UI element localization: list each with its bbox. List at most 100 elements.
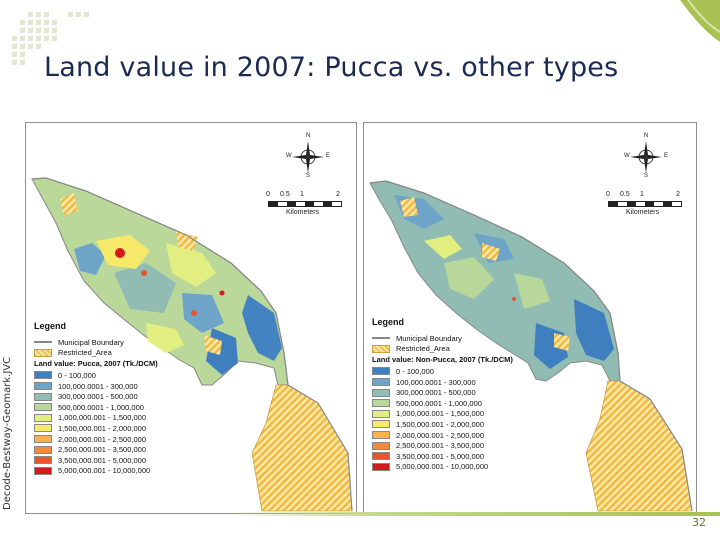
compass-w: W [286, 153, 292, 159]
legend-swatch [372, 409, 390, 418]
restricted-swatch [372, 344, 390, 353]
compass-n: N [644, 133, 649, 139]
legend-classes: 0 - 100,000 100,000.0001 - 300,000 300,000… [34, 370, 158, 476]
legend-class-row: 0 - 100,000 [372, 366, 513, 377]
legend-class-row: 300,000.0001 - 500,000 [34, 391, 158, 402]
legend-class-row: 500,000.0001 - 1,000,000 [34, 402, 158, 413]
legend-swatch [34, 403, 52, 412]
legend-class-label: 2,000,000.001 - 2,500,000 [58, 434, 146, 444]
legend-class-row: 3,500,000.001 - 5,000,000 [34, 455, 158, 466]
legend-swatch [34, 392, 52, 401]
restricted-area [60, 193, 78, 215]
legend-class-label: 300,000.0001 - 500,000 [58, 392, 138, 402]
legend-class-label: 2,500,000.001 - 3,500,000 [58, 445, 146, 455]
low-value-zone [242, 295, 282, 361]
slide-title: Land value in 2007: Pucca vs. other type… [44, 52, 619, 83]
compass-e: E [664, 153, 669, 159]
legend-classes: 0 - 100,000 100,000.0001 - 300,000 300,000… [372, 366, 513, 472]
scale-bar-graphic [608, 201, 682, 207]
legend-class-label: 500,000.0001 - 1,000,000 [396, 398, 482, 408]
mid-value-zone [182, 293, 224, 333]
legend-swatch [372, 441, 390, 450]
map-panel-non-pucca: N S W E 0 0.5 1 2 Kilometers Legend Muni… [363, 122, 697, 514]
restricted-area [554, 333, 570, 351]
mid-value-zone [114, 263, 176, 313]
compass-rose-icon [630, 141, 662, 173]
restricted-swatch [34, 348, 52, 357]
scale-tick: 0 [266, 191, 270, 198]
legend-class-label: 100,000.0001 - 300,000 [58, 381, 138, 391]
hotspot [191, 310, 197, 316]
scale-bar-graphic [268, 201, 342, 207]
compass-rose-icon [292, 141, 324, 173]
legend-class-label: 1,500,000.001 - 2,000,000 [396, 419, 484, 429]
legend-class-row: 3,500,000.001 - 5,000,000 [372, 451, 513, 462]
legend-class-label: 2,500,000.001 - 3,500,000 [396, 441, 484, 451]
legend-swatch [372, 378, 390, 387]
legend-class-row: 5,000,000.001 - 10,000,000 [372, 462, 513, 473]
legend-class-row: 500,000.0001 - 1,000,000 [372, 398, 513, 409]
legend-class-label: 2,000,000.001 - 2,500,000 [396, 430, 484, 440]
low-value-zone [574, 299, 614, 361]
legend-class-row: 2,500,000.001 - 3,500,000 [372, 440, 513, 451]
legend-class-label: 3,500,000.001 - 5,000,000 [396, 451, 484, 461]
legend-class-label: 300,000.0001 - 500,000 [396, 388, 476, 398]
footer-accent-line [220, 512, 720, 516]
restricted-area [585, 380, 693, 512]
legend-swatch [372, 420, 390, 429]
legend-swatch [34, 435, 52, 444]
north-arrow-compass: N S W E [286, 133, 330, 179]
legend-class-row: 5,000,000.001 - 10,000,000 [34, 466, 158, 477]
hotspot [115, 248, 125, 258]
legend-swatch [372, 367, 390, 376]
scale-unit: Kilometers [286, 209, 320, 216]
legend-swatch [34, 371, 52, 380]
legend-class-row: 2,500,000.001 - 3,500,000 [34, 444, 158, 455]
legend-class-row: 0 - 100,000 [34, 370, 158, 381]
land-value-map-non-pucca [369, 180, 693, 512]
legend-class-label: 5,000,000.001 - 10,000,000 [396, 462, 489, 472]
legend-boundary-label: Municipal Boundary [396, 333, 462, 343]
restricted-area [400, 197, 418, 217]
map-panel-pucca: N S W E 0 0.5 1 2 Kilometers Legend Muni… [25, 122, 357, 514]
decorative-leaf-corner [680, 0, 720, 42]
legend-class-label: 1,000,000.001 - 1,500,000 [396, 409, 484, 419]
scale-tick: 1 [300, 191, 304, 198]
high-value-zone [146, 323, 184, 353]
legend-swatch [34, 456, 52, 465]
hotspot [219, 290, 225, 296]
legend-title: Legend [34, 321, 67, 331]
decorative-dot-grid [0, 0, 110, 90]
compass-s: S [644, 173, 649, 179]
legend-class-label: 0 - 100,000 [396, 366, 434, 376]
legend-value-title: Land value: Pucca, 2007 (Tk./DCM) [34, 359, 158, 369]
scale-tick: 0.5 [280, 191, 290, 198]
legend-class-label: 1,000,000.001 - 1,500,000 [58, 413, 146, 423]
high-value-zone [166, 243, 216, 287]
legend-class-row: 1,000,000.001 - 1,500,000 [372, 409, 513, 420]
north-arrow-compass: N S W E [624, 133, 669, 179]
scale-bar: 0 0.5 1 2 Kilometers [606, 191, 684, 221]
map-legend: Legend Municipal Boundary Restricted_Are… [372, 317, 513, 472]
map-legend: Legend Municipal Boundary Restricted_Are… [34, 321, 158, 476]
legend-swatch [34, 424, 52, 433]
legend-swatch [372, 431, 390, 440]
legend-class-row: 300,000.0001 - 500,000 [372, 387, 513, 398]
boundary-swatch [34, 341, 52, 344]
compass-n: N [306, 133, 311, 139]
restricted-area [482, 243, 500, 261]
legend-class-row: 1,500,000.001 - 2,000,000 [34, 423, 158, 434]
legend-swatch [372, 399, 390, 408]
legend-swatch [34, 382, 52, 391]
legend-class-label: 100,000.0001 - 300,000 [396, 377, 476, 387]
legend-class-label: 1,500,000.001 - 2,000,000 [58, 423, 146, 433]
legend-class-label: 0 - 100,000 [58, 370, 96, 380]
legend-restricted-label: Restricted_Area [58, 348, 112, 358]
legend-class-label: 500,000.0001 - 1,000,000 [58, 402, 144, 412]
boundary-swatch [372, 337, 390, 340]
scale-tick: 1 [640, 191, 644, 198]
legend-swatch [34, 445, 52, 454]
legend-swatch [34, 466, 52, 475]
hotspot [141, 270, 147, 276]
scale-tick: 0 [606, 191, 610, 198]
